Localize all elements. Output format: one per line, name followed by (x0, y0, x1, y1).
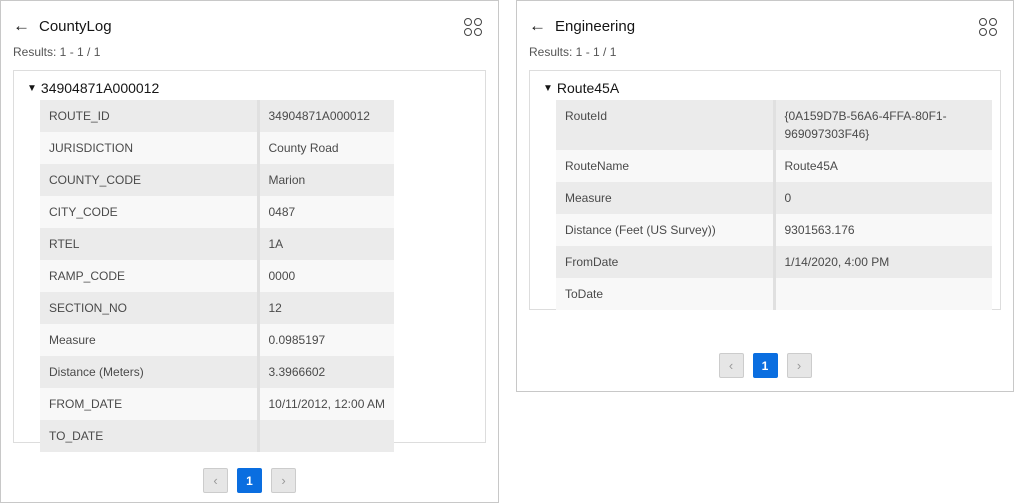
results-count: Results: 1 - 1 / 1 (13, 45, 101, 59)
back-arrow-icon[interactable]: ← (529, 16, 546, 35)
field-value: 1/14/2020, 4:00 PM (784, 255, 890, 269)
chevron-left-icon: ‹ (728, 358, 734, 373)
results-count: Results: 1 - 1 / 1 (529, 45, 617, 59)
table-row: TO_DATE (40, 420, 395, 452)
field-value: {0A159D7B-56A6-4FFA-80F1-969097303F46} (784, 109, 947, 141)
field-name: Distance (Meters) (40, 356, 260, 388)
field-name: RAMP_CODE (40, 260, 260, 292)
page-1-button[interactable]: 1 (237, 468, 262, 493)
field-value: 0 (784, 191, 792, 205)
field-value (258, 420, 394, 452)
table-row: Distance (Meters) 3.3966602 (40, 356, 395, 388)
prev-page-button[interactable]: ‹ (718, 353, 744, 378)
attribute-table: ROUTE_ID 34904871A000012 JURISDICTION Count… (40, 100, 395, 452)
panel-title: CountyLog (39, 17, 112, 35)
options-grid-icon[interactable] (979, 18, 997, 36)
field-value: 1A (268, 237, 284, 251)
field-name: ROUTE_ID (40, 100, 260, 132)
field-name: CITY_CODE (40, 196, 260, 228)
field-name: FROM_DATE (40, 388, 260, 420)
pagination: ‹ 1 › (517, 353, 1013, 378)
table-row: FromDate 1/14/2020, 4:00 PM (556, 246, 992, 278)
feature-title: Route45A (556, 80, 620, 96)
chevron-left-icon: ‹ (213, 473, 218, 488)
field-value: 0487 (268, 205, 296, 219)
table-row: FROM_DATE 10/11/2012, 12:00 AM (40, 388, 395, 420)
table-row: RAMP_CODE 0000 (40, 260, 395, 292)
field-name: RouteId (556, 100, 776, 150)
pagination: ‹ 1 › (1, 468, 498, 493)
page-1-button[interactable]: 1 (752, 353, 778, 378)
field-name: SECTION_NO (40, 292, 260, 324)
table-row: Measure 0.0985197 (40, 324, 395, 356)
field-name: COUNTY_CODE (40, 164, 260, 196)
engineering-panel: ← Engineering Results: 1 - 1 / 1 ▼ Route45… (516, 0, 1014, 392)
field-name: Measure (40, 324, 260, 356)
field-value: 34904871A000012 (268, 109, 370, 123)
feature-title-toggle[interactable]: ▼ 34904871A000012 (27, 80, 159, 96)
prev-page-button[interactable]: ‹ (203, 468, 228, 493)
table-row: ToDate (556, 278, 992, 310)
chevron-right-icon: › (796, 358, 802, 373)
feature-card: ▼ 34904871A000012 ROUTE_ID 34904871A000012… (13, 70, 486, 452)
caret-down-icon: ▼ (27, 82, 37, 94)
field-name: RouteName (556, 150, 776, 182)
feature-card: ▼ Route45A RouteId {0A159D7B-56A6-4FFA-80F… (529, 70, 1001, 310)
field-value: County Road (268, 141, 339, 155)
field-name: RTEL (40, 228, 260, 260)
table-row: COUNTY_CODE Marion (40, 164, 395, 196)
table-row: RTEL 1A (40, 228, 395, 260)
field-name: ToDate (556, 278, 776, 310)
table-row: JURISDICTION County Road (40, 132, 395, 164)
table-row: RouteId {0A159D7B-56A6-4FFA-80F1-96909730… (556, 100, 992, 150)
table-row: ROUTE_ID 34904871A000012 (40, 100, 395, 132)
next-page-button[interactable]: › (271, 468, 296, 493)
field-value: 9301563.176 (784, 223, 855, 237)
feature-title: 34904871A000012 (40, 80, 160, 96)
field-value: Marion (268, 173, 306, 187)
field-name: JURISDICTION (40, 132, 260, 164)
field-name: Measure (556, 182, 776, 214)
attribute-table: RouteId {0A159D7B-56A6-4FFA-80F1-96909730… (556, 100, 992, 310)
table-row: SECTION_NO 12 (40, 292, 395, 324)
back-arrow-icon[interactable]: ← (13, 16, 30, 35)
field-value: 3.3966602 (268, 365, 326, 379)
table-row: CITY_CODE 0487 (40, 196, 395, 228)
options-grid-icon[interactable] (464, 18, 482, 36)
table-row: Measure 0 (556, 182, 992, 214)
field-name: FromDate (556, 246, 776, 278)
field-name: TO_DATE (40, 420, 260, 452)
countylog-panel: ← CountyLog Results: 1 - 1 / 1 ▼ 34904871A… (0, 0, 499, 503)
field-name: Distance (Feet (US Survey)) (556, 214, 776, 246)
chevron-right-icon: › (281, 473, 286, 488)
field-value: 10/11/2012, 12:00 AM (268, 397, 386, 411)
field-value: Route45A (784, 159, 838, 173)
field-value: 12 (268, 301, 282, 315)
table-row: Distance (Feet (US Survey)) 9301563.176 (556, 214, 992, 246)
panel-title: Engineering (555, 17, 636, 35)
feature-title-toggle[interactable]: ▼ Route45A (543, 80, 619, 96)
field-value (774, 278, 992, 310)
next-page-button[interactable]: › (786, 353, 812, 378)
field-value: 0.0985197 (268, 333, 326, 347)
field-value: 0000 (268, 269, 296, 283)
table-row: RouteName Route45A (556, 150, 992, 182)
caret-down-icon: ▼ (543, 82, 553, 94)
